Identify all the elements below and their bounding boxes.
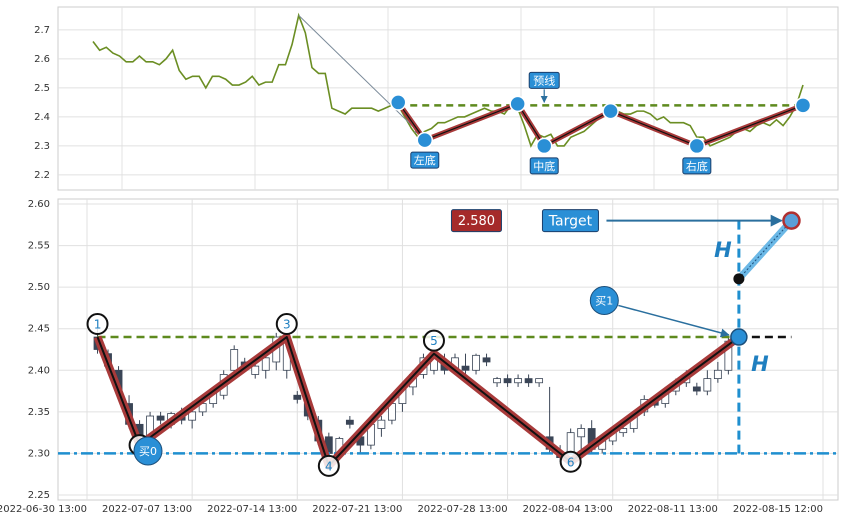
buy-point [589,285,619,315]
candle-body [156,415,165,421]
candle-body [619,428,628,434]
candle-body [514,378,522,384]
pattern-label: 4 [325,459,333,473]
pointer-arrow [298,15,422,135]
candle-body [493,378,501,384]
pattern-point [275,313,298,336]
y-tick-label: 2.50 [28,282,50,293]
target-value: 2.580 [458,214,495,229]
pattern-point [688,137,706,155]
pattern-label-box [410,151,440,169]
candle-body [524,378,533,384]
x-tick-label: 2022-08-04 13:00 [523,504,613,515]
bottom-panel [57,198,839,501]
top-x-grid [121,7,788,190]
target-label: Target [548,214,593,230]
y-tick-label: 2.55 [28,241,50,252]
x-tick-label: 2022-08-15 12:00 [733,504,823,515]
candle-body [377,419,386,429]
x-tick-label: 2022-08-11 13:00 [628,504,718,515]
candle-body [345,419,354,425]
target-label-box [541,209,599,233]
x-tick-label: 2022-07-07 13:00 [102,504,192,515]
height-label: H [714,238,732,262]
buy-point [133,436,163,466]
candle-body [482,357,491,363]
candle-body [461,365,470,371]
candle-body [251,365,260,375]
pattern-point [509,95,526,113]
y-tick-label: 2.45 [28,324,50,335]
y-tick-label: 2.25 [28,490,50,501]
price-line [92,12,804,148]
y-tick-label: 2.2 [34,170,50,181]
pattern-label: 左底 [414,153,436,167]
x-tick-label: 2022-07-14 13:00 [207,504,297,515]
pattern-point [794,97,812,114]
buy-arrow [618,304,730,338]
y-tick-label: 2.40 [28,365,50,376]
y-tick-label: 2.5 [34,83,50,94]
candle-body [703,378,712,392]
pattern-point [559,450,582,473]
y-tick-label: 2.60 [28,199,50,210]
projection-line-core [738,220,792,280]
pattern-point [535,137,553,155]
buy-label: 买0 [139,445,157,458]
target-point [782,211,801,230]
neckline-label: 预线 [533,73,555,87]
candle-body [261,357,270,371]
candle-body [472,354,480,371]
height-label: H [751,352,769,376]
neckline-label-box [528,71,560,89]
half-point [733,273,745,285]
candle-body [293,394,302,400]
pattern-label: 1 [94,318,102,332]
breakout-point [730,328,748,346]
top-panel [57,6,839,191]
target-value-box [450,209,502,233]
pattern-label: 3 [283,318,291,332]
pattern-point [389,94,407,111]
candle-body [230,349,239,371]
candle-body [503,378,512,384]
pattern-label: 右底 [686,159,708,173]
x-tick-label: 2022-06-30 13:00 [0,504,87,515]
pattern-point [422,329,445,352]
y-tick-label: 2.30 [28,448,50,459]
pattern-label: 5 [430,334,438,348]
y-tick-label: 2.6 [34,54,50,65]
pattern-point [602,102,619,120]
pattern-label-box [682,157,712,175]
candle-body [535,378,544,384]
y-tick-label: 2.4 [34,112,50,123]
candle-body [713,369,722,380]
y-tick-label: 2.7 [34,25,50,36]
pattern-point [86,313,109,336]
y-tick-label: 2.3 [34,141,50,152]
buy-label: 买1 [595,294,613,307]
x-tick-label: 2022-07-28 13:00 [417,504,507,515]
candle-body [692,386,701,392]
y-tick-label: 2.35 [28,407,50,418]
x-tick-label: 2022-07-21 13:00 [312,504,402,515]
pattern-point [416,131,434,149]
pattern-label: 6 [567,455,575,469]
pattern-point [317,454,340,477]
candle-body [577,428,586,438]
pattern-label: 中底 [533,159,555,173]
pattern-label-box [529,157,559,175]
candle-body [188,411,197,421]
